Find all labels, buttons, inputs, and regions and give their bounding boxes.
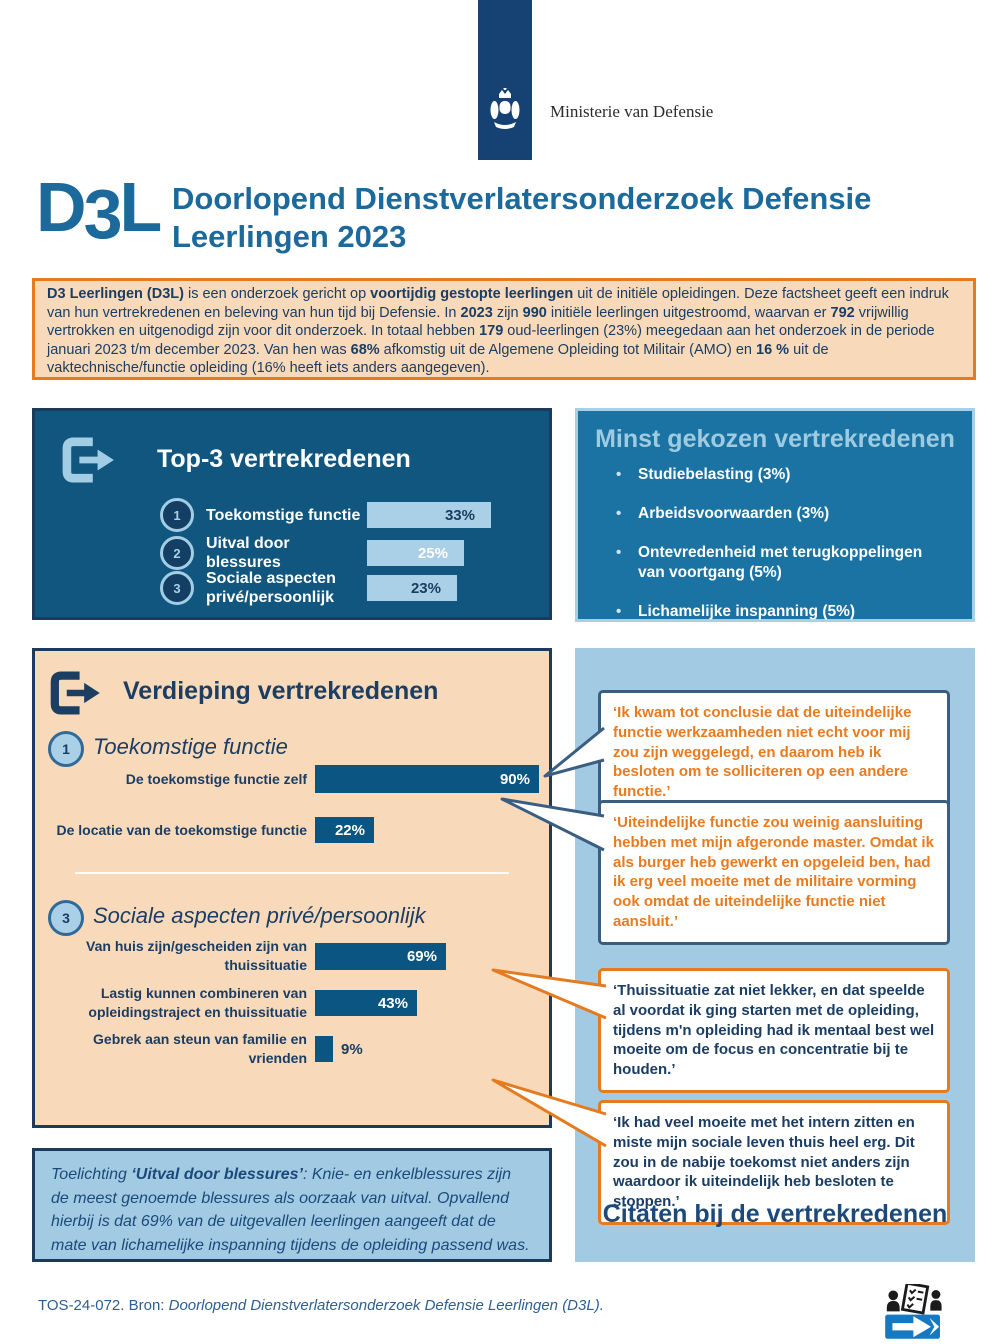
- bar-value-label: 9%: [341, 1040, 363, 1058]
- list-item: Ontevredenheid met terugkoppelingen van …: [614, 543, 944, 583]
- page-title-line1: Doorlopend Dienstverlatersonderzoek Defe…: [172, 181, 872, 216]
- rank-badge: 1: [48, 731, 84, 767]
- rank-badge: 3: [48, 900, 84, 936]
- depth-box: Verdieping vertrekredenen 1 Toekomstige …: [32, 648, 552, 1128]
- top3-row: 1 Toekomstige functie 33%: [160, 497, 542, 533]
- quote-bubble: ‘Uiteindelijke functie zou weinig aanslu…: [598, 800, 950, 945]
- rank-badge: 2: [160, 536, 194, 570]
- bar-uitval-blessures: 25%: [367, 540, 464, 566]
- quote-bubble: ‘Ik had veel moeite met het intern zitte…: [598, 1100, 950, 1225]
- rank-badge: 1: [160, 498, 194, 532]
- defensie-crest-icon: [490, 88, 520, 129]
- depth-bar-row: Lastig kunnen combineren van opleidingst…: [43, 981, 543, 1025]
- bar-label: Gebrek aan steun van familie en vrienden: [93, 1031, 307, 1066]
- bar-toekomstige-functie: 33%: [367, 502, 491, 528]
- rank-badge: 3: [160, 571, 194, 605]
- rijksoverheid-ribbon: [478, 0, 532, 160]
- d3l-logo: D3L: [36, 172, 162, 249]
- section-heading: Sociale aspecten privé/persoonlijk: [93, 903, 426, 928]
- bar-label: Sociale aspecten privé/persoonlijk: [206, 570, 336, 606]
- note-box: Toelichting ‘Uitval door blessures’: Kni…: [32, 1148, 552, 1262]
- depth-title: Verdieping vertrekredenen: [123, 677, 439, 705]
- top3-title: Top-3 vertrekredenen: [157, 445, 411, 473]
- list-item: Lichamelijke inspanning (5%): [614, 602, 944, 622]
- quotes-panel: ‘Ik kwam tot conclusie dat de uiteindeli…: [575, 648, 975, 1262]
- list-item: Arbeidsvoorwaarden (3%): [614, 504, 944, 524]
- page-title-line2: Leerlingen 2023: [172, 219, 407, 254]
- top3-box: Top-3 vertrekredenen 1 Toekomstige funct…: [32, 408, 552, 620]
- top3-row: 3 Sociale aspecten privé/persoonlijk 23%: [160, 566, 542, 610]
- top3-row: 2 Uitval door blessures 25%: [160, 535, 542, 571]
- bar-label: De toekomstige functie zelf: [125, 770, 307, 787]
- d3l-logo-3: 3: [83, 175, 123, 253]
- intro-paragraph: D3 Leerlingen (D3L) is een onderzoek ger…: [32, 278, 976, 380]
- exit-arrow-icon: [50, 671, 100, 715]
- depth-bar-row: Gebrek aan steun van familie en vrienden…: [43, 1027, 543, 1071]
- bar-locatie: 22%: [315, 817, 374, 843]
- d3l-logo-d: D: [36, 168, 87, 246]
- bar-label: Van huis zijn/gescheiden zijn van thuiss…: [86, 938, 307, 973]
- exit-arrow-icon: [62, 437, 114, 483]
- footer-source: TOS-24-072. Bron: Doorlopend Dienstverla…: [38, 1297, 604, 1314]
- bar-label: Lastig kunnen combineren van opleidingst…: [88, 985, 307, 1020]
- section-heading: Toekomstige functie: [93, 734, 288, 759]
- bar-label: Uitval door blessures: [206, 535, 290, 571]
- bar-functie-zelf: 90%: [315, 765, 539, 793]
- least-chosen-list: Studiebelasting (3%) Arbeidsvoorwaarden …: [614, 465, 944, 641]
- d3l-logo-l: L: [119, 168, 163, 246]
- bar-van-huis: 69%: [315, 942, 446, 970]
- bar-label: De locatie van de toekomstige functie: [56, 821, 307, 838]
- section-divider: [75, 872, 509, 874]
- bar-label: Toekomstige functie: [206, 506, 361, 524]
- least-chosen-title: Minst gekozen vertrekredenen: [595, 425, 955, 453]
- bar-gebrek-steun: [315, 1036, 333, 1062]
- quotes-title: Citaten bij de vertrekredenen: [602, 1200, 948, 1228]
- tos-survey-logo: [885, 1284, 942, 1339]
- least-chosen-box: Minst gekozen vertrekredenen Studiebelas…: [575, 408, 975, 622]
- ministry-name: Ministerie van Defensie: [550, 102, 714, 121]
- depth-bar-row: De locatie van de toekomstige functie 22…: [43, 810, 543, 850]
- list-item: Studiebelasting (3%): [614, 465, 944, 485]
- depth-bar-row: De toekomstige functie zelf 90%: [43, 759, 543, 799]
- bar-combineren: 43%: [315, 990, 417, 1016]
- page-title: Doorlopend Dienstverlatersonderzoek Defe…: [172, 180, 952, 256]
- depth-bar-row: Van huis zijn/gescheiden zijn van thuiss…: [43, 934, 543, 978]
- bar-sociale-aspecten: 23%: [367, 575, 457, 601]
- quote-bubble: ‘Ik kwam tot conclusie dat de uiteindeli…: [598, 690, 950, 815]
- quote-bubble: ‘Thuissituatie zat niet lekker, en dat s…: [598, 968, 950, 1093]
